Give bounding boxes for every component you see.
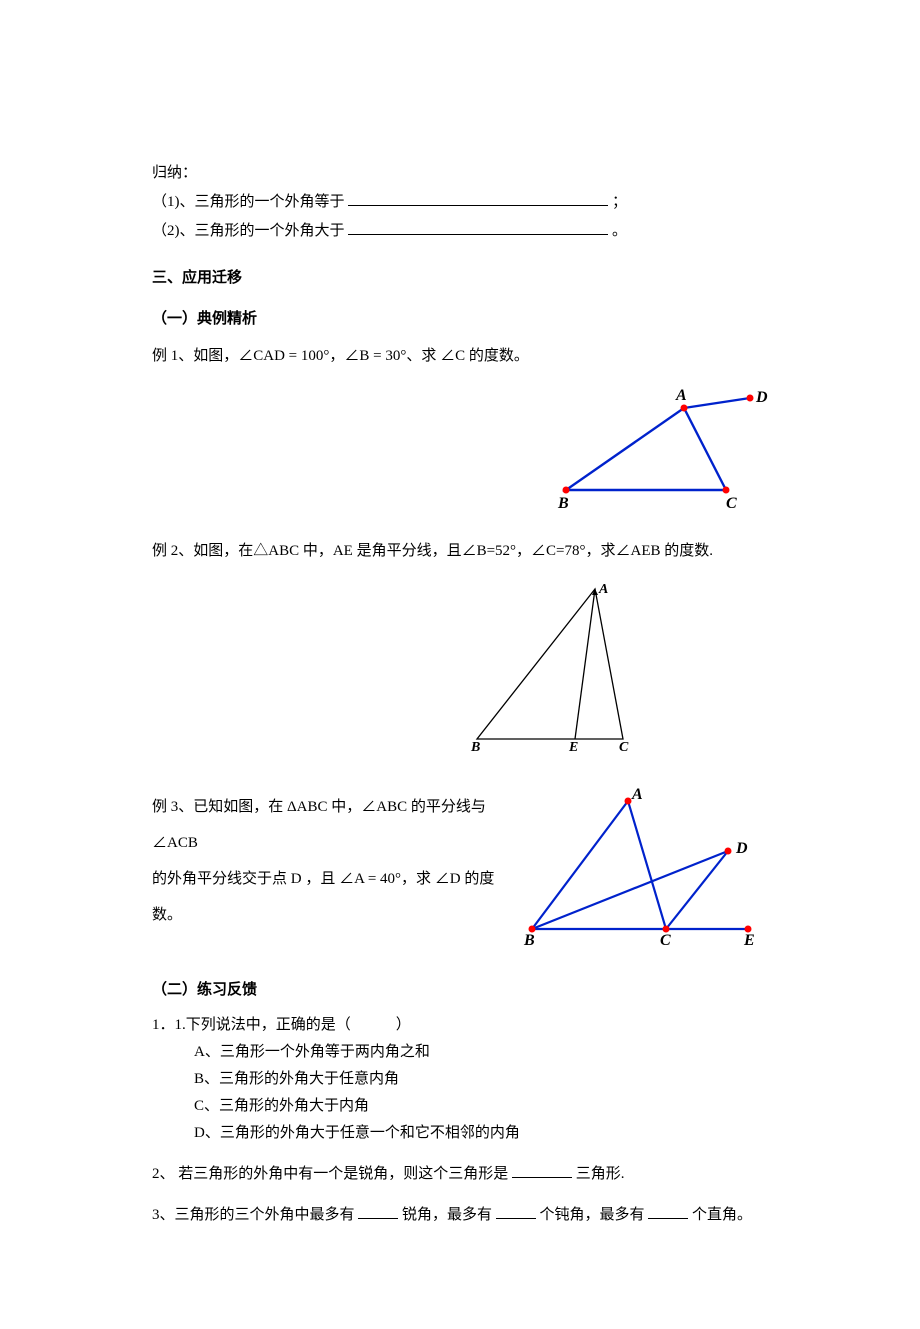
example-3-row: 例 3、已知如图，在 ΔABC 中，∠ABC 的平分线与 ∠ACB 的外角平分线…	[152, 789, 768, 959]
figure-3-block: A B C D E	[518, 789, 768, 959]
question-1-stem: 1．1.下列说法中，正确的是（ ）	[152, 1012, 768, 1039]
svg-text:A: A	[598, 582, 608, 597]
blank-q3-2	[496, 1218, 536, 1219]
svg-text:D: D	[755, 389, 768, 406]
summary-item-1-suffix: ；	[612, 194, 627, 210]
question-3-p1: 3、三角形的三个外角中最多有	[152, 1207, 355, 1223]
blank-q2	[512, 1177, 572, 1178]
blank-q3-3	[648, 1218, 688, 1219]
question-1-option-d: D、三角形的外角大于任意一个和它不相邻的内角	[152, 1120, 768, 1147]
question-1-option-c: C、三角形的外角大于内角	[152, 1093, 768, 1120]
figure-1-block: A B C D	[152, 380, 768, 520]
example-1-text: 例 1、如图，∠CAD = 100°，∠B = 30°、求 ∠C 的度数。	[152, 343, 768, 370]
summary-heading: 归纳：	[152, 160, 768, 187]
svg-text:B: B	[557, 495, 569, 512]
question-3-p2: 锐角，最多有	[402, 1207, 492, 1223]
blank-1	[348, 205, 608, 206]
triangle-bcd-icon: A B C D	[548, 380, 768, 510]
svg-text:E: E	[743, 932, 755, 949]
question-3-p4: 个直角。	[692, 1207, 752, 1223]
example-3-text: 例 3、已知如图，在 ΔABC 中，∠ABC 的平分线与 ∠ACB 的外角平分线…	[152, 789, 518, 933]
section-3-title: 三、应用迁移	[152, 265, 768, 292]
svg-text:E: E	[568, 740, 578, 755]
example-3-line-2: 的外角平分线交于点 D ，且 ∠A = 40°，求 ∠D 的度数。	[152, 861, 498, 933]
svg-text:A: A	[631, 786, 643, 803]
summary-item-1-prefix: （1)、三角形的一个外角等于	[152, 194, 345, 210]
question-2-suffix: 三角形.	[576, 1166, 625, 1182]
svg-text:A: A	[675, 387, 687, 404]
triangle-abc-external-bisector-icon: A B C D E	[518, 789, 768, 949]
svg-text:C: C	[619, 740, 629, 755]
question-2: 2、 若三角形的外角中有一个是锐角，则这个三角形是 三角形.	[152, 1161, 768, 1188]
summary-item-2-suffix: 。	[612, 223, 627, 239]
blank-2	[348, 234, 608, 235]
figure-2-block: A B C E	[152, 579, 768, 763]
question-3-p3: 个钝角，最多有	[540, 1207, 645, 1223]
svg-text:B: B	[470, 740, 480, 755]
question-1-option-a: A、三角形一个外角等于两内角之和	[152, 1039, 768, 1066]
summary-item-2-prefix: （2)、三角形的一个外角大于	[152, 223, 345, 239]
example-2-text: 例 2、如图，在△ABC 中，AE 是角平分线，且∠B=52°，∠C=78°，求…	[152, 538, 768, 565]
blank-q3-1	[358, 1218, 398, 1219]
summary-item-2: （2)、三角形的一个外角大于 。	[152, 218, 768, 245]
example-3-line-1: 例 3、已知如图，在 ΔABC 中，∠ABC 的平分线与 ∠ACB	[152, 789, 498, 861]
triangle-abc-bisector-icon: A B C E	[465, 579, 635, 753]
svg-text:B: B	[523, 932, 535, 949]
svg-text:D: D	[735, 840, 748, 857]
question-3: 3、三角形的三个外角中最多有 锐角，最多有 个钝角，最多有 个直角。	[152, 1202, 768, 1229]
svg-text:C: C	[726, 495, 737, 512]
subsection-2-title: （二）练习反馈	[152, 977, 768, 1004]
svg-text:C: C	[660, 932, 671, 949]
question-1-option-b: B、三角形的外角大于任意内角	[152, 1066, 768, 1093]
summary-item-1: （1)、三角形的一个外角等于 ；	[152, 189, 768, 216]
subsection-1-title: （一）典例精析	[152, 306, 768, 333]
question-2-prefix: 2、 若三角形的外角中有一个是锐角，则这个三角形是	[152, 1166, 508, 1182]
